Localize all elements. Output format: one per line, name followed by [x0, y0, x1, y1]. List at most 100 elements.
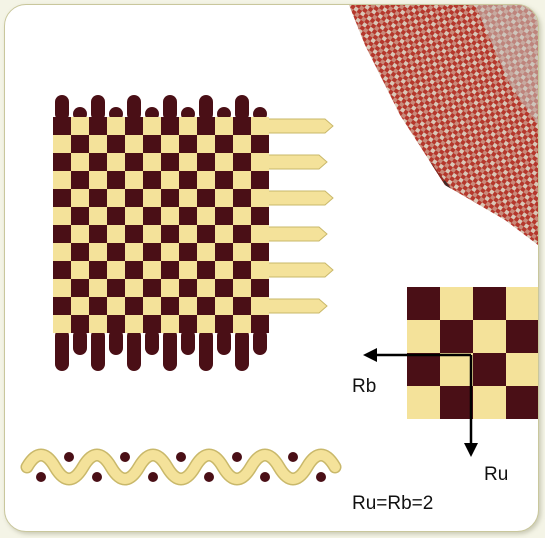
repeat-light-cell — [506, 287, 538, 320]
fringe-thread — [476, 222, 508, 245]
weft-over-cell — [53, 171, 71, 189]
weft-over-cell — [107, 261, 125, 279]
warp-over-cell — [179, 315, 197, 333]
warp-over-cell — [53, 189, 71, 207]
weft-thread-end — [266, 154, 328, 170]
warp-over-cell — [161, 297, 179, 315]
warp-over-cell — [215, 207, 233, 225]
warp-over-cell — [179, 207, 197, 225]
weft-wave — [22, 450, 340, 484]
repeat-light-cell — [473, 386, 506, 419]
warp-over-cell — [125, 261, 143, 279]
weft-over-cell — [143, 261, 161, 279]
warp-dot — [316, 472, 326, 482]
warp-over-cell — [89, 117, 107, 135]
warp-over-cell — [53, 297, 71, 315]
warp-over-cell — [143, 243, 161, 261]
warp-over-cell — [89, 153, 107, 171]
repeat-dark-cell — [407, 287, 440, 320]
warp-over-cell — [233, 189, 251, 207]
weft-over-cell — [251, 117, 269, 135]
weft-over-cell — [215, 153, 233, 171]
warp-over-cell — [143, 171, 161, 189]
repeat-unit-grid — [407, 287, 538, 419]
warp-over-cell — [125, 225, 143, 243]
weft-over-cell — [251, 189, 269, 207]
weave-grid — [53, 95, 334, 371]
fringe-thread — [465, 208, 497, 245]
warp-over-cell — [125, 153, 143, 171]
weft-over-cell — [107, 117, 125, 135]
weft-over-cell — [233, 207, 251, 225]
repeat-light-cell — [407, 320, 440, 353]
warp-thread-end — [55, 329, 69, 371]
weft-over-cell — [197, 135, 215, 153]
weft-over-cell — [233, 315, 251, 333]
warp-dot — [36, 472, 46, 482]
warp-dot — [204, 472, 214, 482]
repeat-formula: Ru=Rb=2 — [352, 493, 433, 514]
warp-over-cell — [179, 135, 197, 153]
warp-over-cell — [215, 315, 233, 333]
weft-over-cell — [197, 171, 215, 189]
warp-over-cell — [233, 261, 251, 279]
warp-over-cell — [53, 225, 71, 243]
warp-over-cell — [233, 225, 251, 243]
warp-dot — [176, 452, 186, 462]
repeat-dark-cell — [440, 386, 473, 419]
warp-over-cell — [71, 279, 89, 297]
weft-over-cell — [89, 315, 107, 333]
warp-dot — [288, 452, 298, 462]
weft-over-cell — [251, 261, 269, 279]
weft-over-cell — [53, 135, 71, 153]
warp-thread-end — [127, 329, 141, 371]
weft-over-cell — [71, 261, 89, 279]
warp-over-cell — [197, 261, 215, 279]
weft-over-cell — [251, 297, 269, 315]
weft-over-cell — [197, 315, 215, 333]
fringe-thread — [481, 229, 514, 245]
weft-over-cell — [197, 243, 215, 261]
warp-over-cell — [71, 207, 89, 225]
weft-over-cell — [179, 117, 197, 135]
warp-over-cell — [233, 117, 251, 135]
weft-over-cell — [89, 171, 107, 189]
weft-over-cell — [125, 135, 143, 153]
warp-over-cell — [107, 279, 125, 297]
warp-thread-end — [235, 329, 249, 371]
warp-over-cell — [251, 135, 269, 153]
repeat-light-cell — [440, 353, 473, 386]
weft-over-cell — [215, 297, 233, 315]
warp-thread-end — [235, 95, 249, 121]
weft-over-cell — [125, 171, 143, 189]
weft-over-cell — [143, 297, 161, 315]
weft-over-cell — [125, 207, 143, 225]
warp-over-cell — [71, 243, 89, 261]
warp-over-cell — [197, 153, 215, 171]
weft-over-cell — [89, 243, 107, 261]
warp-dot — [260, 472, 270, 482]
warp-over-cell — [53, 153, 71, 171]
warp-over-cell — [125, 117, 143, 135]
repeat-dark-cell — [473, 287, 506, 320]
weft-over-cell — [215, 261, 233, 279]
weft-over-cell — [251, 153, 269, 171]
weft-over-cell — [143, 189, 161, 207]
warp-thread-end — [109, 329, 123, 355]
weft-over-cell — [53, 315, 71, 333]
repeat-dark-cell — [407, 353, 440, 386]
weft-over-cell — [161, 171, 179, 189]
warp-over-cell — [89, 189, 107, 207]
warp-dot — [232, 452, 242, 462]
weft-over-cell — [161, 315, 179, 333]
warp-thread-end — [253, 329, 267, 355]
warp-over-cell — [107, 315, 125, 333]
weft-over-cell — [143, 225, 161, 243]
warp-over-cell — [251, 243, 269, 261]
weft-over-cell — [125, 279, 143, 297]
warp-over-cell — [251, 171, 269, 189]
warp-over-cell — [215, 279, 233, 297]
weft-over-cell — [71, 153, 89, 171]
weft-over-cell — [215, 117, 233, 135]
rb-arrow — [363, 348, 471, 362]
